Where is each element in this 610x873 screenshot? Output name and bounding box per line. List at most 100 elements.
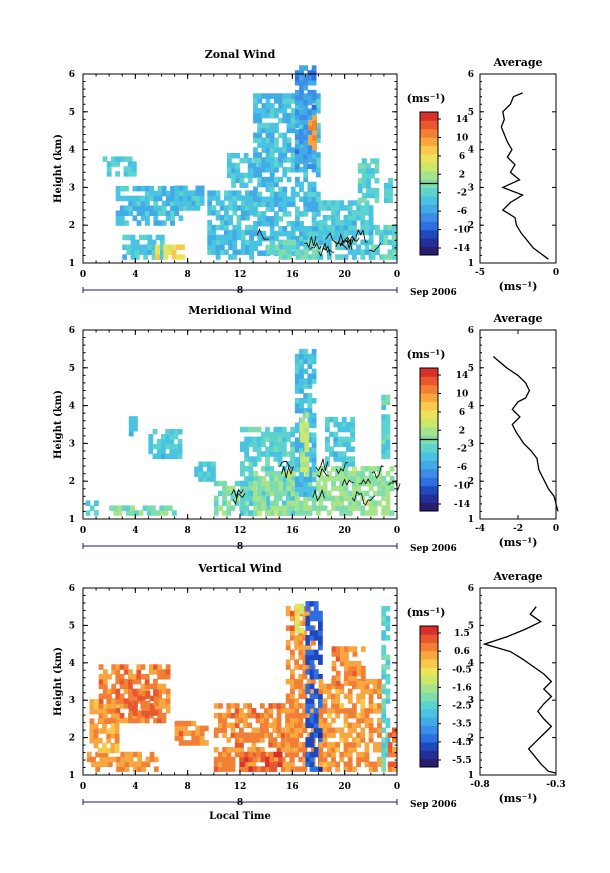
heat-cell xyxy=(248,751,254,758)
heat-cell xyxy=(107,708,112,714)
heat-cell xyxy=(302,742,308,748)
heat-cell xyxy=(302,708,308,714)
heat-cell xyxy=(302,669,308,675)
heat-cell xyxy=(226,162,232,169)
y-tick-label: 1 xyxy=(69,771,75,781)
heat-cell xyxy=(383,187,389,194)
colorbar-swatch xyxy=(420,376,438,386)
heat-cell xyxy=(343,254,349,260)
heat-cell xyxy=(157,190,163,197)
heat-cell xyxy=(155,249,160,255)
heat-cell xyxy=(326,742,332,748)
heat-cell xyxy=(215,239,221,246)
heat-cell xyxy=(339,510,345,516)
heat-cell xyxy=(194,466,199,472)
heat-cell xyxy=(300,422,305,428)
average-y-tick-label: 6 xyxy=(468,584,474,594)
heat-cell xyxy=(98,664,104,670)
heat-cell xyxy=(230,722,236,729)
heat-cell xyxy=(276,727,282,733)
heat-cell xyxy=(299,75,304,81)
heat-cell xyxy=(304,427,310,433)
heat-cell xyxy=(232,224,238,231)
heat-cell xyxy=(120,761,126,767)
heat-cell xyxy=(290,751,295,758)
heat-cell xyxy=(368,737,374,743)
heat-cell xyxy=(360,239,366,246)
heat-cell xyxy=(385,434,391,440)
heat-cell xyxy=(337,451,343,457)
heat-cell xyxy=(253,226,258,232)
heat-cell xyxy=(215,195,221,201)
heat-cell xyxy=(274,505,279,511)
heat-cell xyxy=(276,717,282,724)
heat-cell xyxy=(326,766,332,772)
heat-cell xyxy=(132,200,138,207)
heat-cell xyxy=(243,500,248,506)
heat-cell xyxy=(294,618,300,624)
heat-cell xyxy=(265,201,271,207)
x-tick-label: 8 xyxy=(185,526,191,536)
heat-cell xyxy=(311,476,317,483)
heat-cell xyxy=(278,510,283,516)
heat-cell xyxy=(113,510,119,516)
heat-cell xyxy=(290,456,295,462)
heat-cell xyxy=(368,475,374,482)
average-x-tick-label: -5 xyxy=(475,268,485,278)
heat-cell xyxy=(372,742,378,748)
heat-cell xyxy=(372,708,378,714)
heat-cell xyxy=(236,190,242,196)
heat-cell xyxy=(339,480,345,487)
panel-title: Zonal Wind xyxy=(205,48,276,61)
heat-cell xyxy=(224,219,229,226)
heat-cell xyxy=(278,93,283,99)
heat-cell xyxy=(347,224,353,231)
heat-cell xyxy=(385,678,391,685)
heat-cell xyxy=(261,176,267,183)
heat-cell xyxy=(299,353,304,360)
heat-cell xyxy=(256,451,262,457)
heat-cell xyxy=(311,148,317,155)
heat-cell xyxy=(299,403,304,409)
heat-cell xyxy=(364,480,370,487)
heat-cell xyxy=(285,640,291,646)
colorbar-tick-label: -14 xyxy=(454,244,470,254)
heat-cell xyxy=(173,443,179,450)
heat-cell xyxy=(381,475,387,482)
heat-cell xyxy=(299,142,304,148)
heat-cell xyxy=(313,654,319,661)
heat-cell xyxy=(161,688,167,695)
heat-cell xyxy=(311,368,317,375)
heat-cell xyxy=(257,181,263,188)
heat-cell xyxy=(307,393,313,399)
heat-cell xyxy=(356,249,361,255)
heat-cell xyxy=(318,254,324,260)
heat-cell xyxy=(357,168,363,174)
heat-cell xyxy=(302,659,308,665)
heat-cell xyxy=(222,480,227,487)
heat-cell xyxy=(326,510,332,516)
heat-cell xyxy=(341,436,347,443)
x-tick-label: 4 xyxy=(132,270,138,280)
heat-cell xyxy=(285,698,291,704)
heat-cell xyxy=(251,751,257,758)
heat-cell xyxy=(374,168,380,174)
heat-cell xyxy=(374,163,380,169)
heat-cell xyxy=(309,712,315,719)
heat-cell xyxy=(309,669,315,675)
heat-cell xyxy=(335,693,340,699)
colorbar-swatch xyxy=(420,221,438,231)
heat-cell xyxy=(364,722,370,729)
heat-cell xyxy=(318,678,324,685)
heat-cell xyxy=(379,254,384,260)
average-y-tick-label: 2 xyxy=(468,221,474,231)
heat-cell xyxy=(312,125,317,131)
heat-cell xyxy=(265,206,271,212)
heat-cell xyxy=(331,698,336,704)
month-label: Sep 2006 xyxy=(410,544,457,554)
heat-cell xyxy=(218,751,223,758)
heat-cell xyxy=(102,747,107,754)
heat-cell xyxy=(326,751,332,758)
heat-cell xyxy=(286,505,291,511)
heat-cell xyxy=(128,426,134,432)
